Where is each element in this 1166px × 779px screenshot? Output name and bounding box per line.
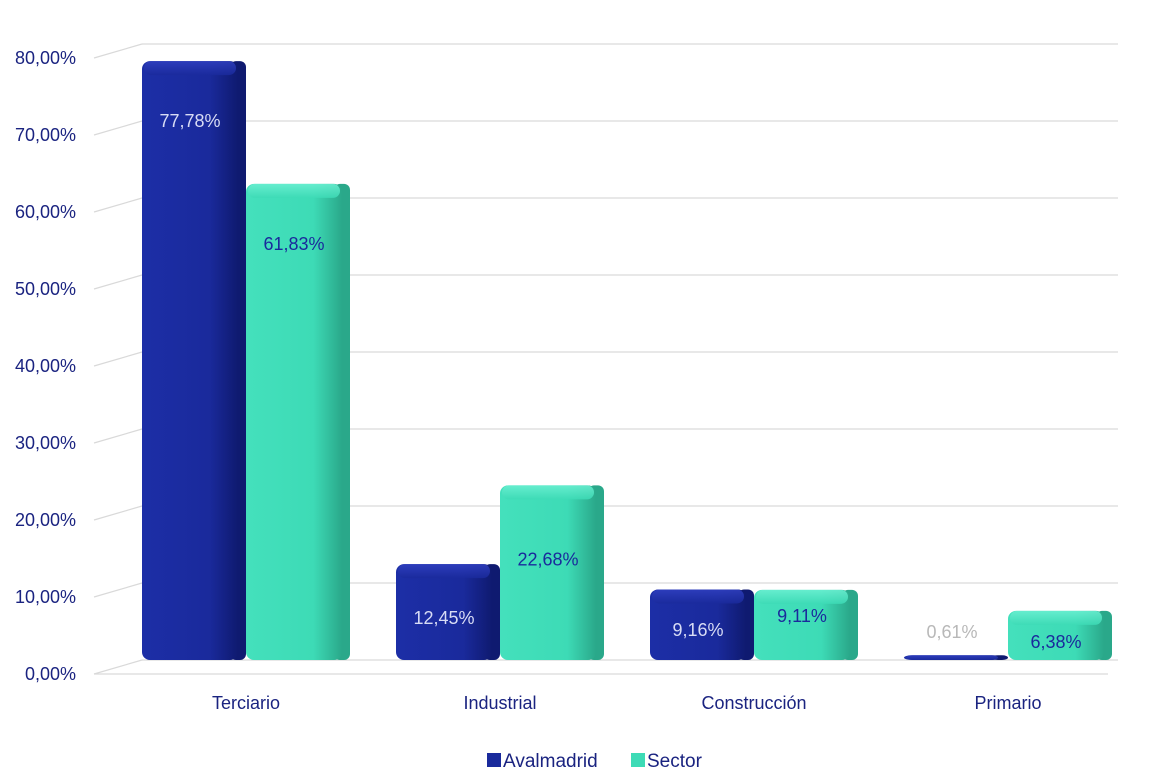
- bar-top: [1010, 610, 1102, 625]
- bar: [650, 589, 746, 660]
- bar: [142, 61, 238, 661]
- legend: Avalmadrid Sector: [487, 751, 703, 772]
- x-category-label: Construcción: [701, 693, 806, 713]
- data-label: 61,83%: [263, 234, 324, 254]
- y-tick-label: 80,00%: [15, 48, 76, 68]
- bar-avalmadrid-terciario: 77,78%: [142, 61, 246, 661]
- gridline-side: [93, 274, 143, 290]
- bar-top: [144, 61, 236, 76]
- y-tick-label: 0,00%: [25, 664, 76, 684]
- data-label: 0,61%: [926, 622, 977, 642]
- data-label: 6,38%: [1030, 632, 1081, 652]
- bar-top: [906, 655, 998, 660]
- bar-top: [502, 485, 594, 500]
- gridline-side: [93, 351, 143, 367]
- gridline-side: [93, 120, 143, 136]
- gridline-side: [93, 582, 143, 598]
- x-category-label: Primario: [974, 693, 1041, 713]
- data-label: 77,78%: [159, 111, 220, 131]
- y-tick-label: 30,00%: [15, 433, 76, 453]
- data-label: 9,16%: [672, 620, 723, 640]
- gridline-side: [93, 505, 143, 521]
- x-axis-categories: Terciario Industrial Construcción Primario: [212, 693, 1042, 713]
- bar-sector-industrial: 22,68%: [500, 485, 604, 660]
- legend-swatch: [631, 753, 645, 767]
- bar-sector-primario: 6,38%: [1008, 610, 1112, 660]
- gridline-side: [93, 197, 143, 213]
- bar: [246, 183, 342, 660]
- bar-top: [652, 589, 744, 604]
- bar-avalmadrid-construcción: 9,16%: [650, 589, 754, 660]
- bar-avalmadrid-primario: 0,61%: [904, 622, 1008, 660]
- legend-label: Sector: [647, 751, 703, 772]
- legend-item-sector: Sector: [631, 751, 703, 772]
- bar: [396, 564, 492, 660]
- data-label: 22,68%: [517, 549, 578, 569]
- x-category-label: Terciario: [212, 693, 280, 713]
- data-label: 12,45%: [413, 608, 474, 628]
- y-tick-label: 70,00%: [15, 125, 76, 145]
- legend-label: Avalmadrid: [503, 751, 598, 772]
- y-tick-label: 20,00%: [15, 510, 76, 530]
- gridline-side: [93, 659, 143, 675]
- legend-swatch: [487, 753, 501, 767]
- y-tick-label: 50,00%: [15, 279, 76, 299]
- x-category-label: Industrial: [463, 693, 536, 713]
- gridline-side: [93, 428, 143, 444]
- bar-top: [248, 183, 340, 198]
- y-tick-label: 60,00%: [15, 202, 76, 222]
- y-tick-label: 10,00%: [15, 587, 76, 607]
- gridline-side: [93, 43, 143, 59]
- bar-avalmadrid-industrial: 12,45%: [396, 564, 500, 660]
- bar: [500, 485, 596, 660]
- data-label: 9,11%: [777, 606, 827, 626]
- y-axis-ticks: 0,00% 10,00% 20,00% 30,00% 40,00% 50,00% 60,00…: [15, 48, 76, 684]
- bar-sector-terciario: 61,83%: [246, 183, 350, 660]
- bar: [754, 589, 850, 660]
- bar-sector-construcción: 9,11%: [754, 589, 858, 660]
- legend-item-avalmadrid: Avalmadrid: [487, 751, 598, 772]
- bars: 77,78% 61,83% 12,45% 22,68% 9,16% 9,11% 0,61% 6…: [142, 61, 1112, 661]
- bar-top: [756, 589, 848, 604]
- y-tick-label: 40,00%: [15, 356, 76, 376]
- bar-top: [398, 564, 490, 579]
